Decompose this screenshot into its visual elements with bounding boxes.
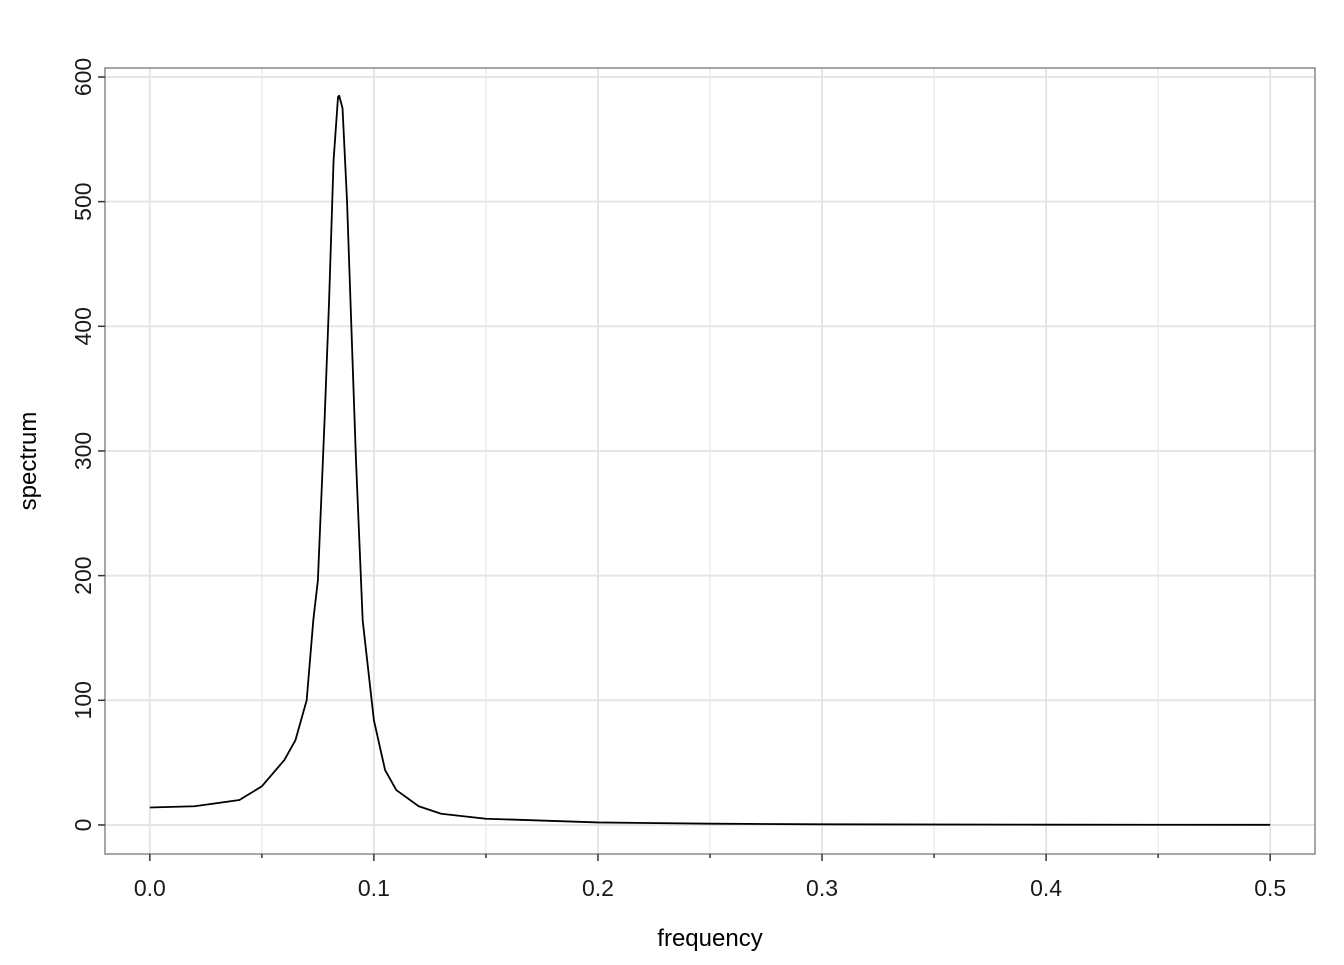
axes: 0.0 0.1 0.2 0.3 0.4 0.5 0 100 200 300 400 500 600 bbox=[70, 58, 1286, 901]
y-tick-label: 200 bbox=[70, 556, 96, 594]
y-tick-label: 0 bbox=[70, 819, 96, 832]
y-tick-label: 400 bbox=[70, 307, 96, 345]
x-tick-label: 0.3 bbox=[806, 875, 838, 901]
y-tick-label: 300 bbox=[70, 432, 96, 470]
y-tick-label: 500 bbox=[70, 182, 96, 220]
x-tick-label: 0.4 bbox=[1030, 875, 1062, 901]
y-tick-label: 600 bbox=[70, 58, 96, 96]
line bbox=[149, 94, 1271, 826]
plot-area bbox=[149, 94, 1271, 826]
x-tick-label: 0.0 bbox=[134, 875, 166, 901]
grid bbox=[105, 68, 1315, 854]
x-tick-label: 0.5 bbox=[1254, 875, 1286, 901]
y-axis-title: spectrum bbox=[15, 412, 42, 511]
x-axis-title: frequency bbox=[657, 925, 762, 952]
x-tick-label: 0.1 bbox=[358, 875, 390, 901]
y-tick-label: 100 bbox=[70, 681, 96, 719]
x-tick-label: 0.2 bbox=[582, 875, 614, 901]
